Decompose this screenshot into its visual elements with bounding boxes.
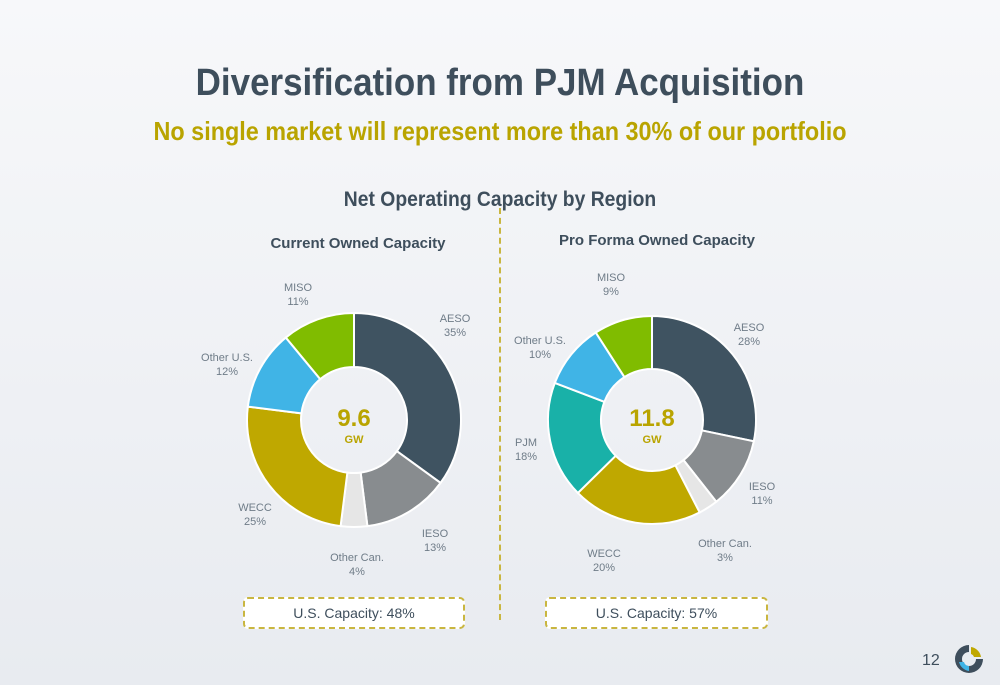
chart-1-title: Current Owned Capacity (270, 235, 446, 252)
chart-2-label-pjm: PJM 18% (515, 437, 537, 463)
us-capacity-box-pro-forma: U.S. Capacity: 57% (545, 597, 768, 629)
company-logo-icon (952, 642, 986, 681)
chart-1-slice-miso (284, 311, 355, 381)
chart-2-center-unit: GW (643, 434, 663, 446)
chart-2-slice-miso (594, 314, 653, 379)
chart-1-label-miso: MISO 11% (284, 282, 313, 308)
chart-1-label-wecc: WECC 25% (238, 502, 272, 528)
chart-2-label-ieso: IESO 11% (749, 481, 776, 507)
page-number: 12 (922, 652, 940, 669)
chart-1-slice-aeso (353, 311, 462, 485)
slide-subtitle: No single market will represent more tha… (153, 116, 847, 146)
chart-2-center-value: 11.8 (629, 405, 674, 432)
chart-1-label-other-can: Other Can. 4% (330, 552, 384, 578)
chart-1-center-unit: GW (345, 434, 365, 446)
chart-2-label-wecc: WECC 20% (587, 548, 621, 574)
chart-1-center-value: 9.6 (337, 405, 370, 432)
chart-2-title: Pro Forma Owned Capacity (559, 232, 756, 249)
slide-title: Diversification from PJM Acquisition (195, 62, 805, 104)
chart-divider (499, 208, 501, 620)
chart-2-label-aeso: AESO 28% (734, 322, 765, 348)
chart-2-label-miso: MISO 9% (597, 272, 626, 298)
chart-2-label-other-u-s: Other U.S. 10% (514, 335, 566, 361)
chart-1-label-other-u-s: Other U.S. 12% (201, 352, 253, 378)
chart-2-slice-wecc (576, 454, 702, 525)
chart-1-label-aeso: AESO 35% (440, 313, 471, 339)
chart-2-label-other-can: Other Can. 3% (698, 538, 752, 564)
chart-2-slice-aeso (651, 314, 757, 443)
chart-1-slice-wecc (246, 405, 349, 528)
section-title: Net Operating Capacity by Region (343, 188, 657, 211)
us-capacity-box-current: U.S. Capacity: 48% (243, 597, 465, 629)
chart-1-label-ieso: IESO 13% (422, 528, 449, 554)
